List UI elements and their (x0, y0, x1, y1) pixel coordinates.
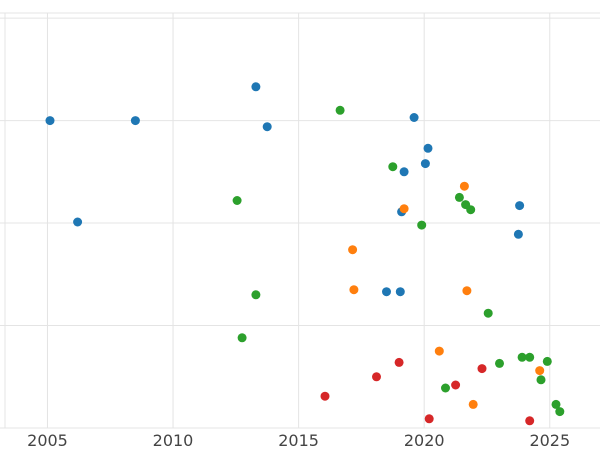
scatter-point-series-blue (73, 217, 83, 227)
scatter-point-series-orange (535, 366, 545, 376)
scatter-point-series-orange (349, 285, 359, 295)
scatter-point-series-blue (130, 116, 140, 126)
scatter-point-series-red (372, 372, 381, 382)
x-tick-label: 2020 (404, 431, 445, 450)
scatter-point-series-orange (468, 399, 478, 409)
scatter-point-series-green (525, 352, 535, 362)
scatter-point-series-green (441, 383, 450, 393)
scatter-point-series-green (542, 356, 552, 366)
x-tick-label: 2010 (153, 431, 194, 450)
scatter-point-series-orange (348, 245, 358, 255)
scatter-point-series-green (232, 196, 242, 205)
scatter-point-series-blue (423, 143, 433, 153)
scatter-point-series-orange (462, 286, 472, 296)
scatter-point-series-blue (251, 82, 261, 92)
x-tick-label: 2015 (278, 431, 319, 450)
scatter-point-series-green (417, 220, 427, 230)
scatter-point-series-blue (420, 159, 430, 169)
scatter-point-series-blue (262, 122, 272, 132)
scatter-point-series-red (525, 416, 535, 426)
scatter-point-series-green (517, 352, 527, 362)
scatter-point-series-blue (515, 201, 525, 211)
scatter-point-series-green (335, 105, 345, 115)
scatter-point-series-orange (399, 204, 409, 214)
scatter-point-series-blue (409, 113, 419, 122)
scatter-point-series-red (451, 380, 461, 390)
scatter-point-series-orange (459, 181, 469, 191)
scatter-point-series-blue (395, 287, 405, 297)
scatter-point-series-green (536, 375, 546, 385)
scatter-point-series-red (477, 364, 487, 374)
scatter-point-series-green (237, 333, 247, 343)
scatter-point-series-green (388, 162, 398, 172)
scatter-point-series-green (454, 192, 464, 202)
scatter-point-series-green (466, 205, 476, 215)
scatter-point-series-green (251, 290, 261, 300)
scatter-point-series-green (483, 308, 493, 318)
scatter-point-series-blue (382, 287, 391, 297)
scatter-point-series-green (495, 358, 504, 368)
x-tick-label: 2025 (529, 431, 570, 450)
scatter-point-series-red (320, 391, 330, 401)
scatter-point-series-red (394, 357, 404, 367)
scatter-point-series-green (551, 399, 561, 409)
x-tick-label: 2005 (27, 431, 68, 450)
scatter-point-series-blue (513, 229, 523, 239)
scatter-point-series-red (424, 414, 434, 424)
scatter-point-series-orange (434, 346, 444, 356)
scatter-point-series-blue (45, 116, 55, 126)
scatter-point-series-blue (399, 167, 409, 177)
scatter-point-series-green (555, 407, 565, 417)
